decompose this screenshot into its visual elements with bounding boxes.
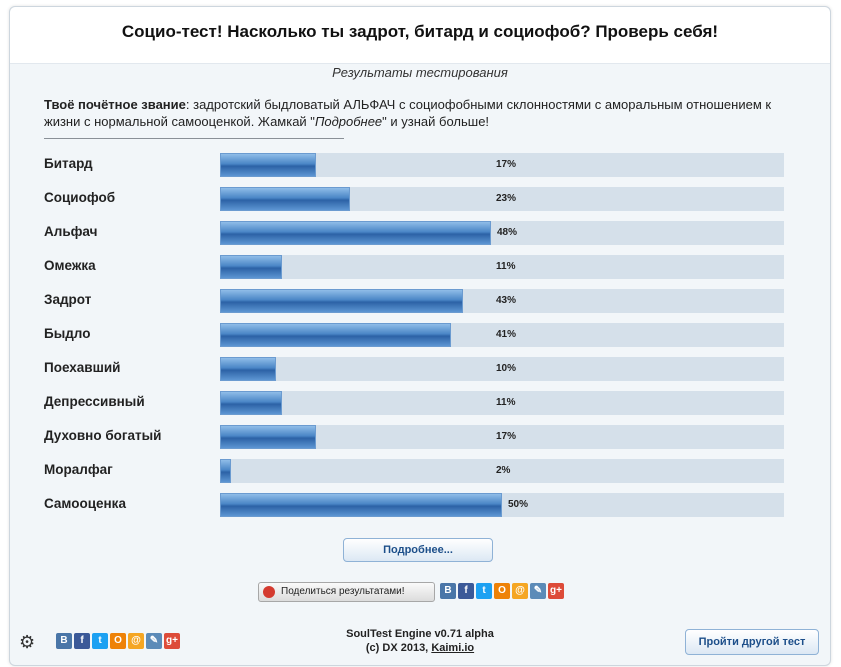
- mailru-icon[interactable]: @: [512, 583, 528, 599]
- vkontakte-icon[interactable]: В: [56, 633, 72, 649]
- facebook-icon[interactable]: f: [74, 633, 90, 649]
- result-percent: 11%: [496, 397, 516, 408]
- result-bar-fill: [220, 357, 276, 381]
- result-percent: 43%: [496, 295, 517, 306]
- facebook-icon[interactable]: f: [458, 583, 474, 599]
- verdict-text: Твоё почётное звание: задротский быдлова…: [44, 96, 784, 130]
- result-bar-track: 17%: [220, 153, 784, 177]
- result-label: Быдло: [44, 326, 91, 341]
- result-percent: 48%: [497, 227, 518, 238]
- more-button[interactable]: Подробнее...: [343, 538, 493, 562]
- livejournal-icon[interactable]: ✎: [146, 633, 162, 649]
- googleplus-icon[interactable]: g+: [548, 583, 564, 599]
- result-bar-fill: [220, 289, 463, 313]
- result-row: Битард 17%: [44, 153, 794, 177]
- copyright: (c) DX 2013, Kaimi.io: [310, 641, 530, 655]
- result-bar-track: 11%: [220, 255, 784, 279]
- result-bar-track: 10%: [220, 357, 784, 381]
- result-percent: 2%: [496, 465, 511, 476]
- result-bar-track: 2%: [220, 459, 784, 483]
- result-row: Духовно богатый 17%: [44, 425, 794, 449]
- share-results-button[interactable]: Поделиться результатами!: [258, 582, 435, 602]
- result-bar-fill: [220, 459, 231, 483]
- result-bar-track: 41%: [220, 323, 784, 347]
- result-row: Быдло 41%: [44, 323, 794, 347]
- result-row: Омежка 11%: [44, 255, 794, 279]
- header: Социо-тест! Насколько ты задрот, битард …: [10, 7, 830, 64]
- result-label: Альфач: [44, 224, 98, 239]
- result-label: Депрессивный: [44, 394, 145, 409]
- result-bar-fill: [220, 153, 316, 177]
- result-row: Альфач 48%: [44, 221, 794, 245]
- result-bar-track: 23%: [220, 187, 784, 211]
- verdict-tail: " и узнай больше!: [382, 114, 490, 129]
- result-bar-track: 17%: [220, 425, 784, 449]
- result-percent: 50%: [508, 499, 529, 510]
- result-bar-track: 43%: [220, 289, 784, 313]
- mailru-icon[interactable]: @: [128, 633, 144, 649]
- result-percent: 11%: [496, 261, 516, 272]
- result-label: Самооценка: [44, 496, 126, 511]
- twitter-icon[interactable]: t: [92, 633, 108, 649]
- googleplus-icon[interactable]: g+: [164, 633, 180, 649]
- result-bar-fill: [220, 255, 282, 279]
- take-another-test-button[interactable]: Пройти другой тест: [685, 629, 819, 655]
- result-percent: 10%: [496, 363, 517, 374]
- result-label: Битард: [44, 156, 93, 171]
- result-row: Депрессивный 11%: [44, 391, 794, 415]
- result-row: Поехавший 10%: [44, 357, 794, 381]
- odnoklassniki-icon[interactable]: О: [494, 583, 510, 599]
- result-percent: 23%: [496, 193, 517, 204]
- verdict-link-word: Подробнее: [314, 114, 383, 129]
- share-button-label: Поделиться результатами!: [281, 586, 405, 597]
- divider: [44, 138, 344, 139]
- result-label: Задрот: [44, 292, 92, 307]
- result-label: Духовно богатый: [44, 428, 162, 443]
- result-bar-fill: [220, 221, 491, 245]
- result-bar-fill: [220, 425, 316, 449]
- verdict-label: Твоё почётное звание: [44, 97, 186, 112]
- result-label: Поехавший: [44, 360, 121, 375]
- share-icon: [263, 586, 275, 598]
- result-label: Социофоб: [44, 190, 116, 205]
- result-row: Самооценка 50%: [44, 493, 794, 517]
- result-percent: 41%: [496, 329, 517, 340]
- result-bar-track: 48%: [220, 221, 784, 245]
- result-row: Социофоб 23%: [44, 187, 794, 211]
- odnoklassniki-icon[interactable]: О: [110, 633, 126, 649]
- result-bar-track: 50%: [220, 493, 784, 517]
- copyright-text: (c) DX 2013,: [365, 642, 429, 654]
- test-results-panel: Социо-тест! Насколько ты задрот, битард …: [9, 6, 831, 666]
- gear-icon[interactable]: ⚙: [19, 632, 36, 652]
- result-label: Моралфаг: [44, 462, 113, 477]
- result-percent: 17%: [496, 159, 517, 170]
- result-bar-fill: [220, 493, 502, 517]
- footer: SoulTest Engine v0.71 alpha (c) DX 2013,…: [310, 627, 530, 655]
- result-percent: 17%: [496, 431, 517, 442]
- result-label: Омежка: [44, 258, 96, 273]
- results-subtitle: Результаты тестирования: [332, 65, 508, 80]
- result-row: Моралфаг 2%: [44, 459, 794, 483]
- engine-version: SoulTest Engine v0.71 alpha: [346, 628, 494, 640]
- kaimi-link[interactable]: Kaimi.io: [431, 642, 475, 654]
- livejournal-icon[interactable]: ✎: [530, 583, 546, 599]
- vkontakte-icon[interactable]: В: [440, 583, 456, 599]
- twitter-icon[interactable]: t: [476, 583, 492, 599]
- result-bar-fill: [220, 187, 350, 211]
- result-bar-fill: [220, 391, 282, 415]
- page-title: Социо-тест! Насколько ты задрот, битард …: [121, 22, 719, 41]
- result-row: Задрот 43%: [44, 289, 794, 313]
- result-bar-fill: [220, 323, 451, 347]
- verdict-body: : задротский быдловатый АЛЬФАЧ с социофо…: [44, 97, 772, 129]
- result-bar-track: 11%: [220, 391, 784, 415]
